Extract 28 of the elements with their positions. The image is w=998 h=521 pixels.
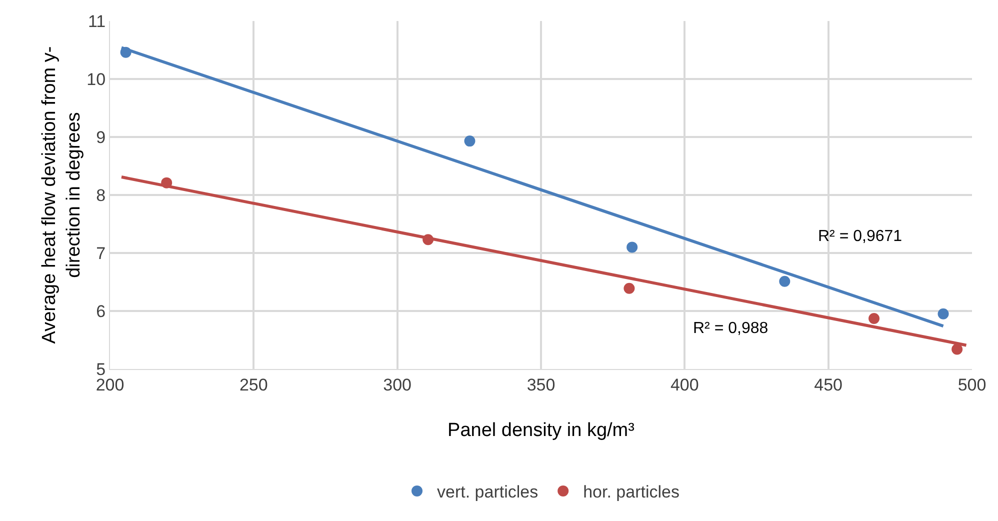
point [952,344,963,355]
x-axis-title: Panel density in kg/m³ [448,420,634,441]
y-axis-title: Average heat flow deviation from y-direction in degrees [38,46,85,344]
x-tick-label: 350 [526,375,556,394]
point [868,313,880,324]
y-tick-label: 8 [96,186,106,205]
annotation: R² = 0,9671 [818,228,902,245]
x-tick-label: 400 [670,375,699,394]
legend-label: hor. particles [583,482,680,502]
y-tick-label: 6 [96,302,106,321]
point [626,242,638,253]
point [779,276,790,287]
point [120,46,132,58]
y-tick-label: 7 [96,244,106,263]
point [422,234,434,246]
point [161,177,172,188]
x-tick-label: 300 [383,375,412,394]
y-tick-label: 9 [96,128,106,147]
y-tick-label: 11 [88,12,106,31]
point [464,136,476,147]
x-tick-label: 450 [814,375,843,394]
annotation: R² = 0,988 [693,320,768,337]
point [938,308,949,320]
y-tick-label: 10 [86,70,106,89]
x-tick-label: 500 [958,375,986,394]
legend-label: vert. particles [437,482,538,502]
x-tick-label: 250 [239,375,268,394]
point [624,282,635,294]
